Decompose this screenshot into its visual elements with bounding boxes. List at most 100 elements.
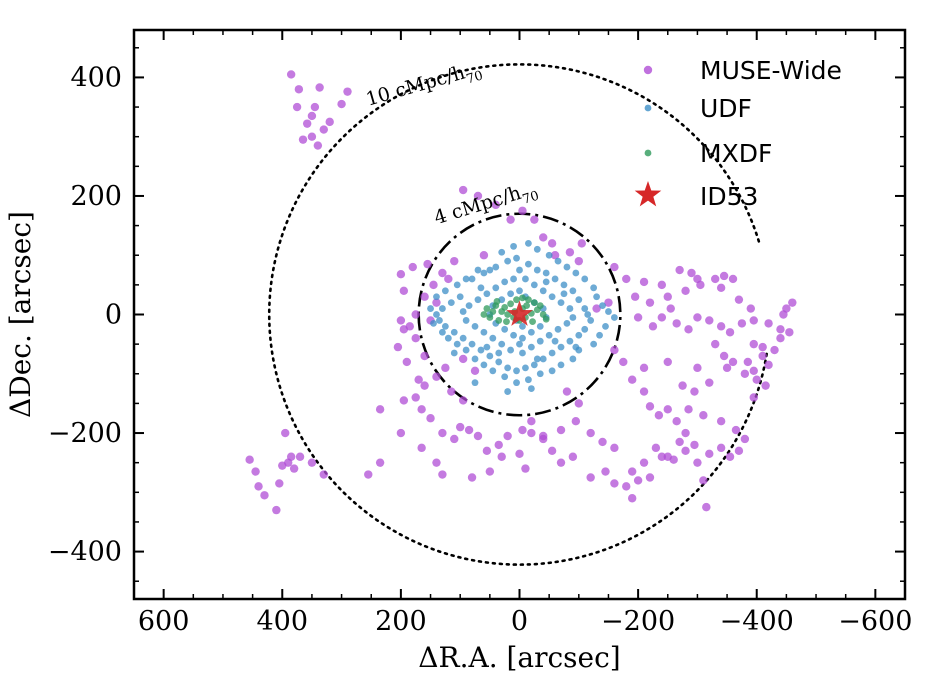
point-mxdf [480,311,488,318]
point-udf [530,281,538,289]
point-muse-wide [693,313,702,322]
point-udf [462,275,470,283]
point-muse-wide [292,102,302,112]
point-muse-wide [286,70,296,79]
point-muse-wide [711,339,720,349]
point-muse-wide [438,428,447,438]
point-muse-wide [464,425,474,435]
point-muse-wide [610,443,619,453]
point-udf [433,311,440,318]
point-muse-wide [749,339,758,349]
point-muse-wide [518,425,527,435]
point-udf [519,349,526,357]
point-udf [456,293,464,301]
point-muse-wide [675,437,684,447]
point-udf [542,278,550,286]
point-udf [566,337,574,345]
point-udf [441,287,449,295]
point-udf [605,308,612,315]
point-muse-wide [574,256,584,266]
data-points [245,70,797,515]
point-muse-wide [663,357,672,367]
point-muse-wide [473,191,483,201]
legend-marker-udf [644,104,652,112]
x-tick-label: −200 [601,606,675,637]
point-muse-wide [568,452,578,461]
point-udf [596,331,603,339]
point-udf [433,293,440,301]
point-muse-wide [776,325,785,334]
point-udf [551,337,559,345]
x-tick-label: 400 [256,606,308,637]
point-muse-wide [719,271,729,281]
point-muse-wide [482,446,492,456]
x-tick-label: 600 [138,606,190,637]
point-muse-wide [684,405,693,414]
point-udf [563,319,571,327]
x-axis-label: ΔR.A. [arcsec] [418,641,620,674]
point-muse-wide [289,464,299,473]
point-muse-wide [547,239,557,248]
point-muse-wide [633,476,643,485]
point-muse-wide [467,473,477,482]
point-udf [513,379,520,387]
point-muse-wide [740,434,750,444]
point-udf [465,302,473,310]
legend-label-muse-wide: MUSE-Wide [700,56,842,85]
point-udf [430,319,437,327]
point-udf [489,367,497,375]
point-udf [462,317,470,324]
point-udf [483,343,491,351]
y-tick-label: 0 [105,300,122,331]
point-udf [584,311,592,318]
point-muse-wide [776,334,785,343]
point-udf [554,257,562,265]
point-muse-wide [420,351,429,361]
point-muse-wide [645,402,655,411]
point-muse-wide [663,405,672,414]
point-muse-wide [702,502,711,512]
point-muse-wide [411,310,420,319]
point-udf [516,287,523,295]
point-udf [471,355,479,363]
point-udf [483,290,491,298]
point-udf [551,275,559,283]
point-muse-wide [515,449,524,458]
point-muse-wide [315,83,324,92]
point-muse-wide [788,298,797,307]
point-udf [560,281,568,289]
point-udf [524,239,532,247]
point-muse-wide [630,292,640,301]
point-muse-wide [785,328,794,337]
point-muse-wide [574,399,584,408]
point-udf [539,287,547,295]
point-muse-wide [450,434,459,444]
point-muse-wide [307,111,317,121]
point-muse-wide [758,342,767,352]
point-udf [510,331,517,339]
point-muse-wide [666,304,675,313]
point-muse-wide [743,357,753,367]
legend: MUSE-Wide UDF MXDF ID53 [634,56,842,211]
point-udf [459,308,467,315]
point-mxdf [483,305,491,312]
point-muse-wide [678,381,687,390]
point-udf [533,245,541,253]
point-udf [563,263,571,271]
point-udf [536,337,544,345]
point-udf [507,290,515,298]
point-muse-wide [473,431,483,441]
point-muse-wide [325,117,334,127]
point-udf [548,293,556,301]
point-muse-wide [399,286,409,295]
point-muse-wide [417,443,426,453]
point-udf [587,317,595,324]
point-muse-wide [619,357,628,367]
y-tick-label: −200 [48,418,122,449]
x-tick-label: −400 [720,606,794,637]
point-muse-wide [586,473,595,482]
point-muse-wide [731,425,741,435]
point-muse-wide [610,479,619,488]
point-muse-wide [307,458,317,467]
point-mxdf [542,315,550,323]
